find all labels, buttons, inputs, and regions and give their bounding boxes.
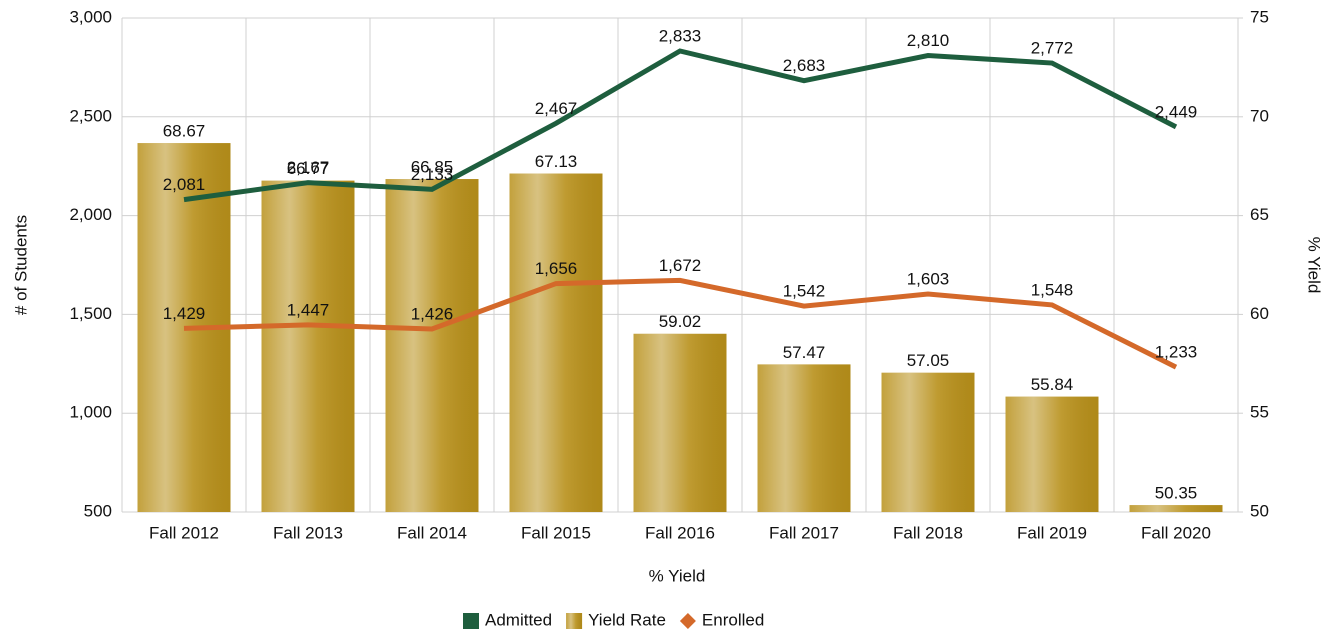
y-tick-label: 1,500 bbox=[69, 304, 112, 323]
line-label: 2,467 bbox=[535, 99, 578, 118]
legend-label: Admitted bbox=[485, 610, 552, 629]
bar-label: 66.77 bbox=[287, 159, 330, 178]
bar-label: 55.84 bbox=[1031, 375, 1074, 394]
bar-label: 68.67 bbox=[163, 122, 206, 141]
y2-tick-label: 60 bbox=[1250, 304, 1269, 323]
line-label: 2,810 bbox=[907, 31, 950, 50]
bar-label: 66.85 bbox=[411, 158, 454, 177]
y-tick-label: 1,000 bbox=[69, 403, 112, 422]
line-label: 2,772 bbox=[1031, 39, 1074, 58]
x-axis-label: % Yield bbox=[649, 566, 706, 585]
y2-axis-label: % Yield bbox=[1305, 237, 1324, 294]
bar-shine bbox=[1129, 505, 1223, 512]
line-label: 2,081 bbox=[163, 175, 206, 194]
line-label: 2,167 bbox=[287, 158, 330, 177]
y-tick-label: 3,000 bbox=[69, 7, 112, 26]
bar-label: 57.05 bbox=[907, 351, 950, 370]
bar-shine bbox=[509, 173, 603, 512]
line-label: 1,447 bbox=[287, 300, 330, 319]
x-tick-label: Fall 2020 bbox=[1141, 523, 1211, 542]
line-label: 1,426 bbox=[411, 305, 454, 324]
x-tick-label: Fall 2013 bbox=[273, 523, 343, 542]
line-label: 2,449 bbox=[1155, 102, 1198, 121]
line-label: 1,233 bbox=[1155, 343, 1198, 362]
x-tick-label: Fall 2015 bbox=[521, 523, 591, 542]
x-tick-label: Fall 2018 bbox=[893, 523, 963, 542]
y-tick-label: 2,000 bbox=[69, 205, 112, 224]
bar-shine bbox=[757, 364, 851, 512]
bar-label: 59.02 bbox=[659, 312, 702, 331]
y2-tick-label: 50 bbox=[1250, 501, 1269, 520]
legend-marker bbox=[463, 613, 479, 629]
y-tick-label: 500 bbox=[84, 501, 112, 520]
bar-label: 67.13 bbox=[535, 152, 578, 171]
line-label: 1,656 bbox=[535, 259, 578, 278]
legend-marker bbox=[679, 613, 696, 629]
bar-shine bbox=[1005, 396, 1099, 512]
bar-shine bbox=[261, 180, 355, 512]
line-label: 2,133 bbox=[411, 165, 454, 184]
line-label: 1,429 bbox=[163, 304, 206, 323]
y2-tick-label: 55 bbox=[1250, 403, 1269, 422]
y2-tick-label: 70 bbox=[1250, 106, 1269, 125]
line bbox=[183, 277, 1178, 370]
line-label: 1,548 bbox=[1031, 280, 1074, 299]
line-label: 1,672 bbox=[659, 256, 702, 275]
legend-label: Enrolled bbox=[702, 610, 764, 629]
bar-shine bbox=[881, 372, 975, 512]
line-label: 2,683 bbox=[783, 56, 826, 75]
x-tick-label: Fall 2016 bbox=[645, 523, 715, 542]
y-axis-label: # of Students bbox=[11, 215, 30, 315]
line-label: 2,833 bbox=[659, 26, 702, 45]
legend-label: Yield Rate bbox=[588, 610, 666, 629]
bar-label: 57.47 bbox=[783, 343, 826, 362]
line-label: 1,542 bbox=[783, 282, 826, 301]
x-tick-label: Fall 2014 bbox=[397, 523, 467, 542]
y2-tick-label: 65 bbox=[1250, 205, 1269, 224]
y-tick-label: 2,500 bbox=[69, 106, 112, 125]
y2-tick-label: 75 bbox=[1250, 7, 1269, 26]
x-tick-label: Fall 2017 bbox=[769, 523, 839, 542]
x-tick-label: Fall 2012 bbox=[149, 523, 219, 542]
line-label: 1,603 bbox=[907, 270, 950, 289]
bar-shine bbox=[385, 179, 479, 512]
legend-shine bbox=[566, 613, 583, 629]
bar-label: 50.35 bbox=[1155, 484, 1198, 503]
x-tick-label: Fall 2019 bbox=[1017, 523, 1087, 542]
bar-shine bbox=[633, 333, 727, 512]
line bbox=[183, 48, 1178, 203]
